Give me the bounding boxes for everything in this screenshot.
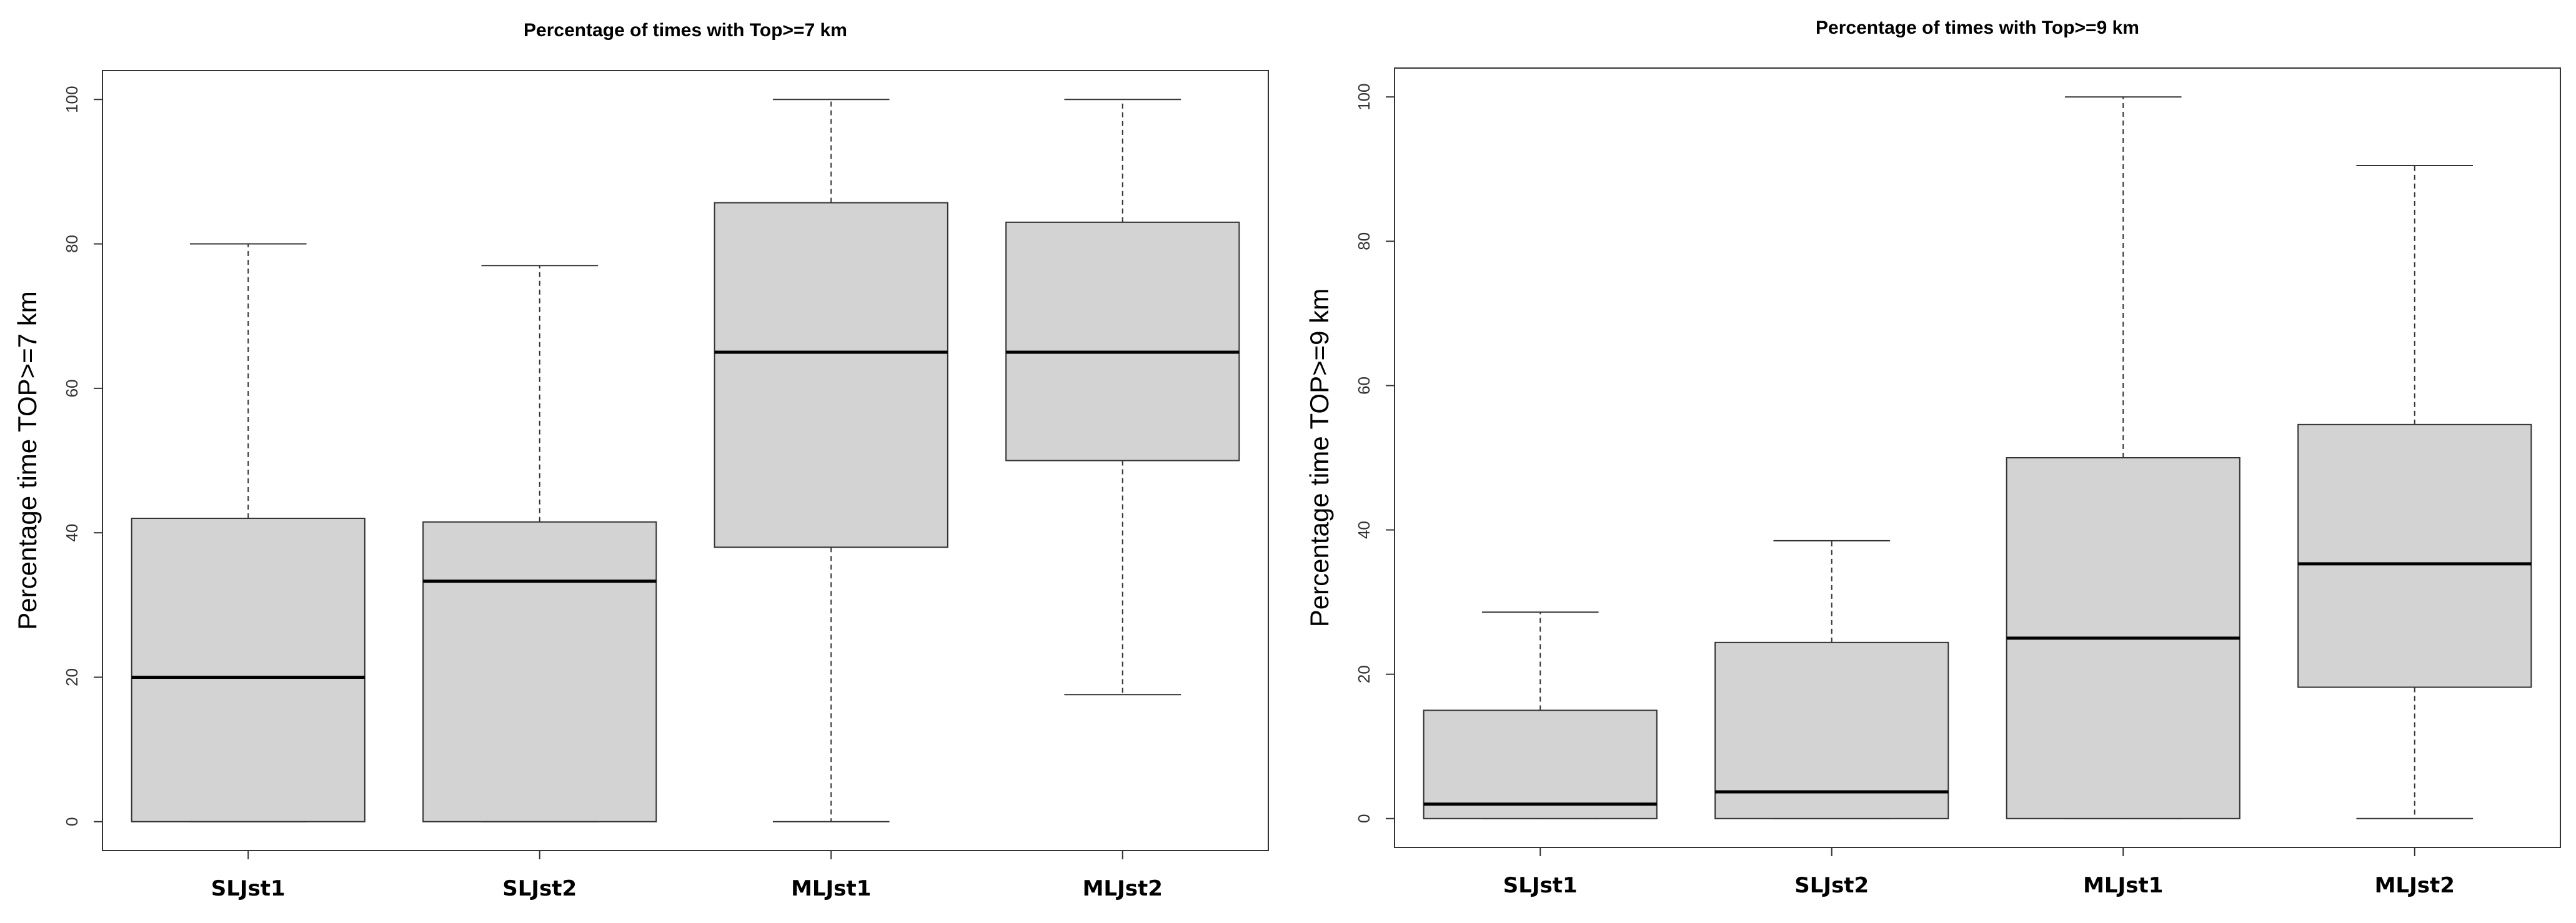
iqr-box	[1005, 221, 1240, 462]
box-SLJst2	[422, 265, 657, 822]
y-axis: 0 20 40 60 80 100	[62, 86, 102, 826]
y-tick-label: 60	[1355, 377, 1373, 395]
x-tick-label: SLJst2	[1794, 873, 1869, 898]
x-tick-label: MLJst2	[2375, 873, 2455, 898]
box-SLJst1	[131, 243, 366, 822]
y-tick-label: 20	[62, 668, 81, 686]
x-tick-label: MLJst1	[791, 876, 871, 901]
x-axis: SLJst1 SLJst2 MLJst1 MLJst2	[1503, 847, 2455, 898]
iqr-box	[714, 202, 948, 548]
x-tick-label: SLJst1	[211, 876, 286, 901]
y-tick-label: 80	[1355, 232, 1373, 250]
boxes	[131, 99, 1240, 822]
iqr-box	[2297, 423, 2532, 688]
chart-title: Percentage of times with Top>=9 km	[1816, 17, 2139, 38]
panel-top7: Percentage of times with Top>=7 km Perce…	[12, 20, 1269, 901]
y-axis: 0 20 40 60 80 100	[1355, 84, 1395, 823]
y-tick-label: 0	[1355, 814, 1373, 823]
y-axis-label: Percentage time TOP>=9 km	[1305, 289, 1334, 627]
x-axis: SLJst1 SLJst2 MLJst1 MLJst2	[211, 851, 1163, 901]
y-tick-label: 20	[1355, 665, 1373, 683]
box-MLJst1	[714, 99, 948, 822]
y-tick-label: 40	[62, 524, 81, 542]
box-SLJst2	[1714, 540, 1949, 819]
chart-title: Percentage of times with Top>=7 km	[524, 20, 847, 41]
iqr-box	[1714, 641, 1949, 819]
y-axis-label: Percentage time TOP>=7 km	[12, 291, 42, 629]
y-tick-label: 100	[1355, 84, 1373, 111]
box-SLJst1	[1423, 611, 1658, 819]
y-tick-label: 40	[1355, 521, 1373, 539]
box-MLJst2	[2297, 165, 2532, 819]
iqr-box	[422, 521, 657, 822]
iqr-box	[1423, 709, 1658, 819]
x-tick-label: SLJst1	[1503, 873, 1578, 898]
x-tick-label: MLJst2	[1083, 876, 1163, 901]
y-tick-label: 100	[62, 86, 81, 113]
boxes	[1423, 96, 2532, 819]
box-MLJst2	[1005, 99, 1240, 696]
plot-frame	[102, 70, 1269, 851]
iqr-box	[131, 518, 366, 822]
y-tick-label: 80	[62, 235, 81, 253]
y-tick-label: 60	[62, 379, 81, 397]
x-tick-label: MLJst1	[2083, 873, 2163, 898]
panel-top9: Percentage of times with Top>=9 km Perce…	[1305, 17, 2561, 898]
plot-frame	[1394, 67, 2561, 848]
box-MLJst1	[2006, 96, 2240, 819]
x-tick-label: SLJst2	[502, 876, 577, 901]
y-tick-label: 0	[62, 817, 81, 826]
